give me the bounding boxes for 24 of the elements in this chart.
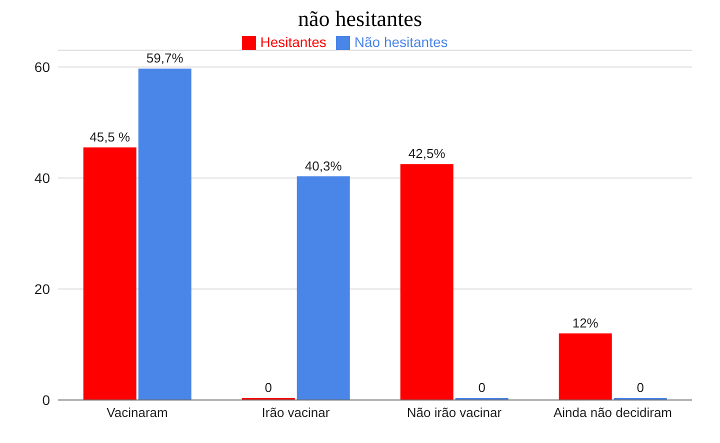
y-tick-label: 0 [42, 392, 50, 408]
legend-label: Hesitantes [260, 34, 326, 50]
chart-title: não hesitantes [296, 6, 424, 31]
bar [138, 68, 192, 400]
bar [296, 176, 350, 400]
x-tick-label: Vacinaram [106, 405, 168, 420]
y-tick-label: 40 [34, 170, 50, 186]
x-tick-label: Irão vacinar [262, 405, 330, 420]
data-label: 42,5% [408, 146, 446, 162]
data-label: 59,7% [146, 50, 184, 66]
data-label: 0 [264, 380, 272, 395]
data-label: 45,5 % [90, 129, 131, 144]
y-tick-label: 60 [34, 58, 50, 75]
data-label: 0 [478, 380, 486, 395]
x-tick-label: Ainda não decidiram [553, 405, 672, 420]
y-tick-label: 20 [34, 280, 50, 297]
bar [83, 147, 136, 400]
bar [558, 333, 612, 400]
data-label: 12% [572, 315, 599, 330]
bar [400, 164, 454, 400]
data-label: 0 [636, 380, 644, 395]
data-label: 40,3% [304, 158, 342, 174]
legend-label: Não hesitantes [354, 34, 448, 50]
x-tick-label: Não irão vacinar [406, 405, 502, 420]
